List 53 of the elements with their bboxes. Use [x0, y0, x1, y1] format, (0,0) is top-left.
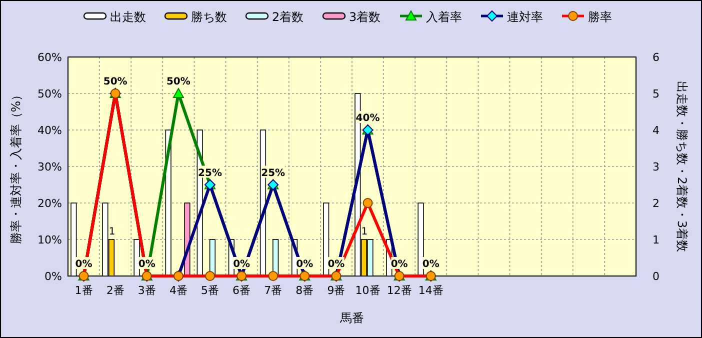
- x-tick-label: 5番: [201, 284, 219, 297]
- y-tick-label: 10%: [38, 234, 62, 246]
- y2-axis-title: 出走数・勝ち数・2着数・3着数: [675, 80, 689, 252]
- y2-tick-label: 2: [652, 197, 660, 210]
- data-label: 1: [108, 226, 116, 238]
- legend-label: 入着率: [426, 10, 462, 24]
- x-tick-label: 12番: [386, 284, 412, 297]
- x-tick-label: 14番: [418, 284, 444, 297]
- data-label: 0%: [328, 259, 345, 270]
- x-tick-label: 2番: [106, 284, 124, 297]
- y-tick-label: 20%: [38, 197, 62, 210]
- legend-label: 勝率: [588, 10, 612, 24]
- legend-label: 出走数: [110, 10, 146, 24]
- x-axis-title: 馬番: [339, 311, 364, 325]
- y2-tick-label: 4: [652, 124, 660, 137]
- y2-tick-label: 1: [652, 234, 660, 246]
- data-label: 0%: [390, 259, 408, 270]
- point: [172, 88, 184, 98]
- y-tick-label: 30%: [38, 160, 62, 174]
- y2-tick-label: 0: [652, 270, 660, 283]
- y-tick-label: 60%: [38, 51, 62, 64]
- x-tick-label: 3番: [138, 284, 156, 297]
- data-label: 40%: [356, 113, 380, 124]
- bar: [323, 202, 330, 276]
- y-tick-label: 50%: [38, 88, 62, 100]
- legend-label: 3着数: [349, 10, 381, 24]
- data-label: 25%: [198, 168, 222, 179]
- y2-tick-label: 5: [652, 88, 660, 100]
- data-label: 25%: [261, 168, 286, 179]
- bar: [418, 202, 424, 276]
- x-tick-label: 10番: [355, 284, 380, 297]
- y-axis-title: 勝率・連対率・入着率（%）: [9, 88, 23, 244]
- y2-tick-label: 3: [652, 160, 660, 174]
- data-label: 1: [361, 226, 368, 238]
- data-label: 0%: [296, 259, 314, 270]
- data-label: 0%: [138, 259, 156, 270]
- data-label: 0%: [422, 259, 440, 270]
- data-label: 50%: [166, 76, 190, 88]
- x-tick-label: 9番: [327, 284, 346, 297]
- y-tick-label: 40%: [38, 124, 62, 137]
- legend-label: 2着数: [272, 10, 304, 24]
- data-label: 50%: [103, 76, 128, 88]
- y2-tick-label: 6: [652, 51, 660, 64]
- x-tick-label: 6番: [232, 284, 251, 297]
- y-tick-label: 0%: [44, 270, 62, 283]
- legend-label: 勝ち数: [191, 10, 227, 24]
- x-tick-label: 7番: [264, 284, 282, 297]
- legend-label: 連対率: [507, 10, 543, 24]
- x-tick-label: 1番: [74, 284, 93, 297]
- x-tick-label: 8番: [296, 284, 314, 297]
- data-label: 0%: [233, 259, 250, 270]
- x-tick-label: 4番: [169, 284, 188, 297]
- data-label: 0%: [75, 259, 92, 270]
